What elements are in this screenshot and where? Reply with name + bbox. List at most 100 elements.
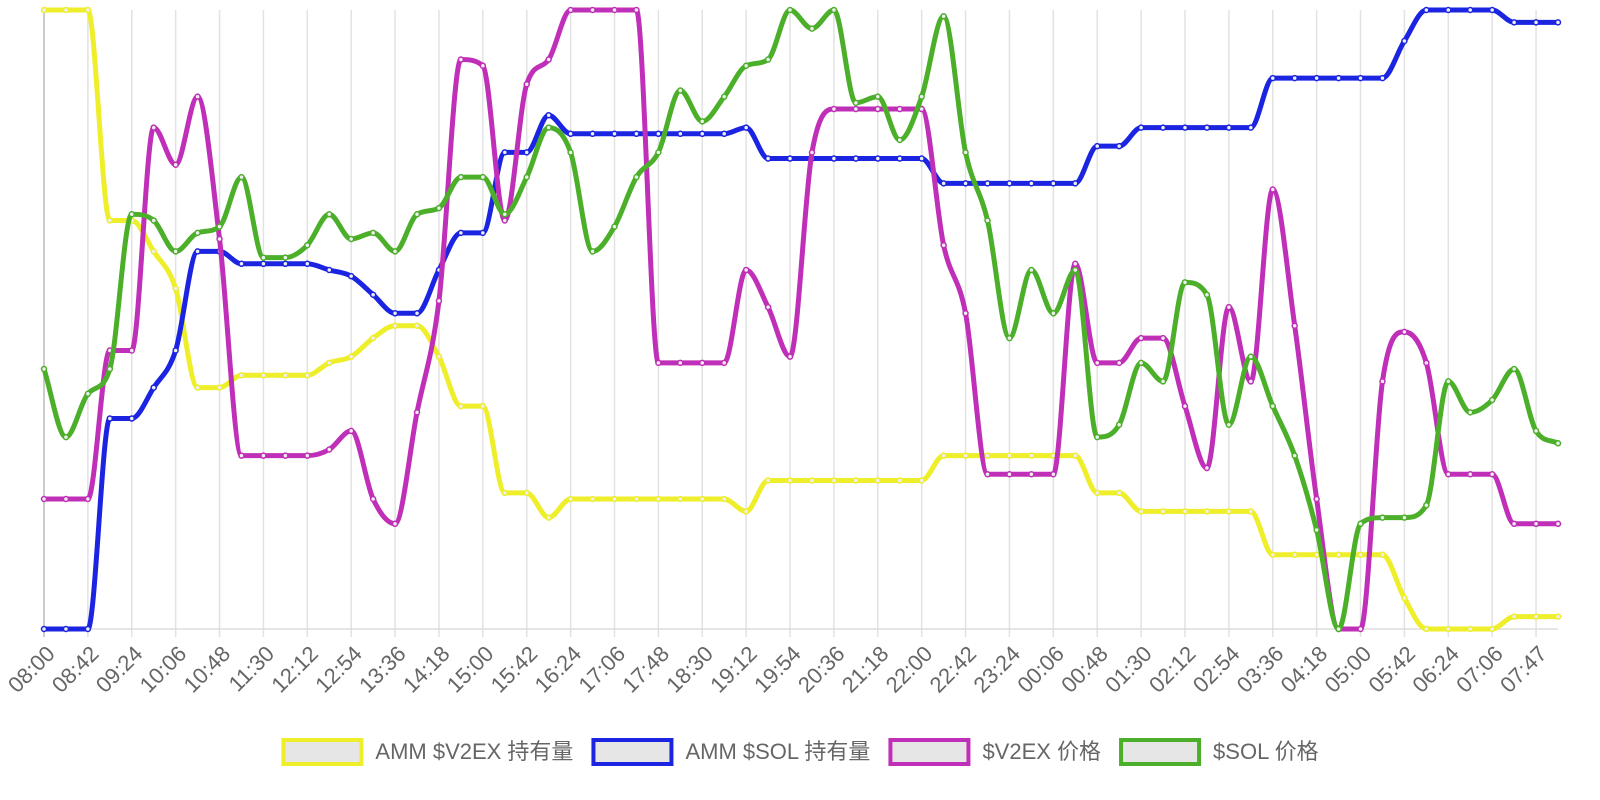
point [720,93,728,100]
point [545,56,552,63]
point [1247,124,1255,131]
point [238,452,245,459]
point [457,56,465,63]
point [1423,6,1430,14]
point [633,6,640,14]
point [940,452,947,459]
point [633,495,640,503]
point [896,105,903,113]
series-line [41,7,1560,632]
point [1115,142,1123,150]
point [1093,359,1101,367]
point [501,149,509,156]
series-line [43,7,1558,632]
point [1137,508,1145,515]
point [369,334,377,342]
point [150,384,157,391]
point [1488,6,1496,14]
point [940,180,947,187]
point [1335,625,1342,633]
point [40,625,48,633]
point [501,489,509,497]
point [1335,74,1342,82]
point [633,130,640,138]
point [457,402,465,410]
point [655,495,662,503]
point [391,310,399,317]
x-tick-label: 00:48 [1056,641,1113,698]
point [720,495,728,503]
point [1510,19,1518,26]
point [1357,625,1364,633]
x-tick-label: 04:18 [1276,641,1333,698]
point [1006,334,1013,342]
point [501,211,509,218]
point [304,241,311,249]
point [194,384,201,391]
point [984,471,991,478]
point [1247,508,1255,515]
point [523,489,530,497]
x-tick-label: 15:42 [486,641,543,698]
point [545,111,552,119]
point [720,359,728,367]
point [501,217,509,224]
point [742,508,750,515]
point [304,371,311,379]
point [413,322,421,329]
point [347,235,355,243]
point [435,204,443,212]
point [1466,6,1474,14]
point [1269,74,1277,82]
point [611,6,618,14]
point [457,173,465,181]
point [1181,124,1189,131]
point [1115,489,1123,497]
point [260,254,267,261]
x-tick-label: 05:00 [1320,641,1377,698]
point [1225,124,1233,131]
point [106,217,114,224]
point [896,136,903,144]
point [523,173,530,181]
point [1291,551,1298,558]
point [984,180,991,187]
point [896,477,903,484]
point [786,477,794,484]
point [545,514,552,521]
point [567,149,574,156]
x-tick-label: 08:00 [3,641,60,698]
point [1203,508,1211,515]
point [699,359,706,367]
point [655,149,662,156]
point [1072,260,1079,268]
point [1050,452,1057,459]
point [413,409,421,416]
legend-item: AMM $V2EX 持有量 [281,738,573,766]
point [391,520,399,528]
point [62,6,70,14]
point [764,303,772,311]
point [1510,613,1518,620]
point [1093,142,1101,150]
point [720,130,728,138]
point [523,149,530,156]
legend-swatch [1119,738,1202,766]
point [1488,625,1496,633]
x-tick-label: 18:30 [661,641,718,698]
point [1379,74,1386,82]
x-tick-label: 23:24 [968,641,1025,698]
point [830,477,838,484]
point [282,371,289,379]
point [282,452,289,459]
point [1093,433,1101,441]
point [1028,266,1035,274]
point [1445,6,1452,14]
point [128,211,136,218]
point [1181,402,1189,410]
point [1137,334,1145,342]
point [699,130,706,138]
point [1159,508,1167,515]
point [413,310,421,317]
x-tick-label: 12:54 [310,641,367,698]
